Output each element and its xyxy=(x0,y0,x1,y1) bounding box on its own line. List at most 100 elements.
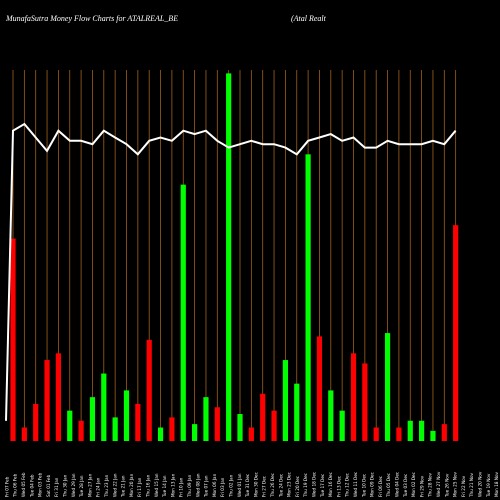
x-tick-label: Fri 10 Jan xyxy=(179,477,184,497)
x-tick-label: Thu 06 Feb xyxy=(13,473,18,498)
bar-down xyxy=(350,353,357,441)
x-tick-label: Wed 11 Dec xyxy=(353,471,358,497)
x-tick-label: Tue 19 Nov xyxy=(486,473,491,498)
x-tick-label: Thu 28 Nov xyxy=(428,472,433,498)
x-tick-label: Wed 01 Jan xyxy=(237,473,242,497)
bar-up xyxy=(419,420,425,441)
x-tick-label: Wed 15 Jan xyxy=(154,473,159,497)
bar-down xyxy=(271,410,277,441)
chart-subtitle: (Atal Realt xyxy=(291,14,327,23)
x-tick-label: Thu 02 Jan xyxy=(229,474,234,498)
bar-down xyxy=(214,407,220,441)
x-tick-label: Tue 31 Dec xyxy=(245,473,250,498)
x-tick-label: Fri 20 Dec xyxy=(295,475,300,497)
bar-down xyxy=(248,427,254,441)
x-tick-label: Tue 03 Dec xyxy=(403,473,408,498)
x-tick-label: Wed 27 Nov xyxy=(436,471,441,497)
bar-up xyxy=(192,424,198,441)
x-tick-label: Mon 25 Nov xyxy=(453,471,458,497)
x-tick-label: Tue 17 Dec xyxy=(320,473,325,498)
bar-up xyxy=(226,73,232,441)
bar-down xyxy=(33,403,39,441)
x-tick-label: Thu 16 Jan xyxy=(146,474,151,498)
bar-up xyxy=(430,430,436,441)
x-tick-label: Fri 13 Dec xyxy=(336,475,341,497)
bar-up xyxy=(123,390,130,441)
x-tick-label: Mon 09 Dec xyxy=(370,471,375,497)
bar-down xyxy=(135,403,141,441)
x-tick-label: Wed 08 Jan xyxy=(195,473,200,497)
vertical-grid xyxy=(12,70,457,441)
x-tick-label: Tue 14 Jan xyxy=(162,475,167,498)
x-tick-label: Fri 27 Dec xyxy=(262,475,267,497)
bar-up xyxy=(180,184,186,441)
bar-down xyxy=(373,427,379,441)
x-tick-label: Fri 17 Jan xyxy=(137,477,142,497)
x-tick-label: Mon 02 Dec xyxy=(411,471,416,497)
x-tick-label: Mon 30 Dec xyxy=(253,471,258,497)
x-tick-label: Wed 20 Nov xyxy=(478,471,483,497)
x-tick-label: Thu 09 Jan xyxy=(187,474,192,498)
x-tick-label: Mon 03 Feb xyxy=(38,472,43,497)
x-tick-label: Thu 21 Nov xyxy=(469,472,474,498)
x-tick-label: Mon 20 Jan xyxy=(129,473,134,497)
bar-down xyxy=(21,427,27,441)
bar-up xyxy=(112,417,118,441)
x-tick-label: Wed 18 Dec xyxy=(312,471,317,497)
x-tick-label: Fri 31 Jan xyxy=(54,477,59,497)
x-tick-label: Tue 28 Jan xyxy=(79,475,84,498)
bar-up xyxy=(384,333,391,441)
bar-up xyxy=(203,397,209,441)
x-tick-label: Tue 04 Feb xyxy=(29,474,34,498)
x-tick-label: Tue 26 Nov xyxy=(444,473,449,498)
bar-down xyxy=(453,225,459,441)
bar-up xyxy=(339,410,345,441)
bar-down xyxy=(55,353,61,441)
x-tick-label: Fri 03 Jan xyxy=(220,477,225,497)
bar-up xyxy=(305,154,311,441)
x-tick-label: Sat 01 Feb xyxy=(46,474,51,497)
x-tick-label: Mon 06 Jan xyxy=(212,473,217,497)
x-tick-label: Mon 16 Dec xyxy=(328,471,333,497)
bar-up xyxy=(237,414,243,441)
money-flow-bars xyxy=(10,73,459,441)
bar-down xyxy=(441,424,447,441)
bar-down xyxy=(316,336,323,441)
bar-up xyxy=(67,410,73,441)
x-tick-label: Tue 21 Jan xyxy=(121,475,126,498)
money-flow-line xyxy=(5,122,457,421)
bar-down xyxy=(44,360,50,441)
x-tick-label: Tue 10 Dec xyxy=(361,473,366,498)
bar-down xyxy=(260,393,266,441)
bar-down xyxy=(396,427,402,441)
x-tick-label: Fri 24 Jan xyxy=(96,477,101,497)
x-tick-label: Thu 23 Jan xyxy=(104,474,109,498)
x-tick-label: Tue 24 Dec xyxy=(278,473,283,498)
x-tick-label: Wed 22 Jan xyxy=(112,473,117,497)
bar-up xyxy=(294,383,300,441)
x-tick-label: Tue 07 Jan xyxy=(204,475,209,498)
x-tick-label: Thu 26 Dec xyxy=(270,472,275,498)
bar-down xyxy=(362,363,368,441)
bar-up xyxy=(101,373,107,441)
x-tick-labels: Fri 07 Feb Thu 06 Feb Wed 05 Feb Tue 04 Feb… xyxy=(4,471,499,498)
bar-down xyxy=(78,420,84,441)
bar-up xyxy=(89,397,96,441)
bar-down xyxy=(10,238,16,441)
bar-up xyxy=(407,420,413,441)
x-tick-label: Fri 06 Dec xyxy=(378,475,383,497)
bar-down xyxy=(146,339,152,441)
x-tick-label: Thu 12 Dec xyxy=(345,472,350,498)
x-tick-label: Fri 07 Feb xyxy=(4,476,9,497)
x-tick-label: Thu 05 Dec xyxy=(386,472,391,498)
x-tick-label: Wed 04 Dec xyxy=(395,471,400,497)
x-tick-label: Mon 27 Jan xyxy=(87,473,92,497)
bar-up xyxy=(328,390,334,441)
bar-down xyxy=(169,417,175,441)
x-tick-label: Thu 30 Jan xyxy=(63,474,68,498)
x-tick-label: Wed 29 Jan xyxy=(71,473,76,497)
x-tick-label: Fri 29 Nov xyxy=(419,475,424,497)
x-tick-label: Mon 23 Dec xyxy=(287,471,292,497)
